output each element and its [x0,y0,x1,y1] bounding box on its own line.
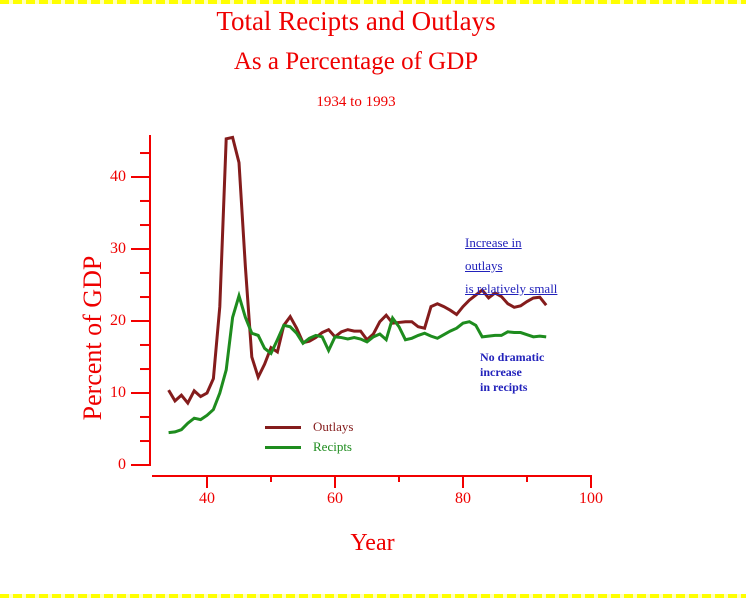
chart-date-range: 1934 to 1993 [316,94,396,110]
annotation-outlays: Increase in outlays is relatively small [465,231,557,300]
annotation-outlays-line1: Increase in [465,235,522,250]
x-tick-label-80: 80 [455,490,471,507]
y-tick-label-10: 10 [110,384,126,401]
x-axis-label: Year [350,530,395,556]
chart-title: Total Recipts and Outlays [216,6,496,36]
legend-label-recipts: Recipts [313,439,352,454]
annotation-recipts-line2: increase [480,365,522,379]
annotation-recipts: No dramatic increase in recipts [480,350,544,395]
annotation-recipts-line3: in recipts [480,380,528,394]
annotation-outlays-line2: outlays [465,258,503,273]
series-line-recipts [168,290,547,435]
legend-swatch-outlays [265,425,301,429]
legend-swatch-recipts [265,445,301,449]
series-line-outlays [167,135,548,406]
annotation-recipts-line1: No dramatic [480,350,545,364]
legend-item-recipts: Recipts [265,437,353,457]
bottom-yellow-border [0,594,746,598]
legend-item-outlays: Outlays [265,417,353,437]
annotation-outlays-line3: is relatively small [465,281,558,296]
top-yellow-border [0,0,746,4]
x-tick-label-100: 100 [579,490,603,507]
chart-subtitle: As a Percentage of GDP [233,48,479,75]
y-tick-label-20: 20 [110,312,126,329]
y-tick-label-30: 30 [110,240,126,257]
x-tick-label-60: 60 [327,490,343,507]
y-tick-label-0: 0 [118,456,126,473]
x-tick-label-40: 40 [199,490,215,507]
legend-label-outlays: Outlays [313,419,354,434]
y-tick-label-40: 40 [110,168,126,185]
legend: Outlays Recipts [265,417,353,457]
